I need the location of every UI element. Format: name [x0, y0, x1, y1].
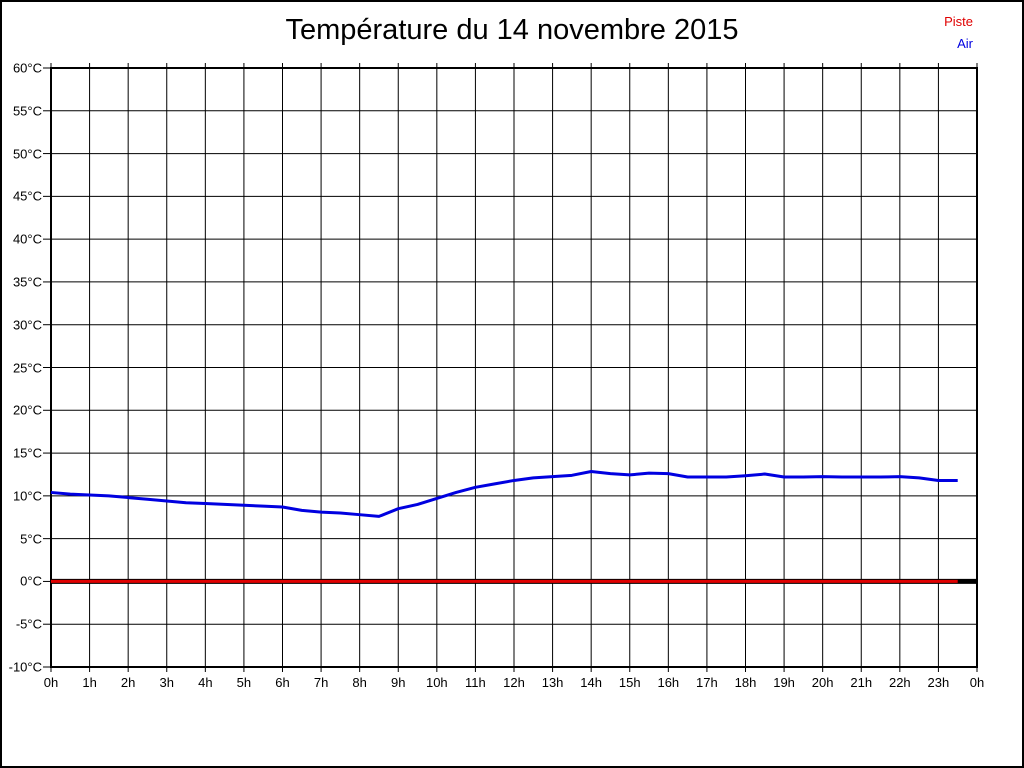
x-axis-label: 3h — [159, 675, 174, 690]
x-axis-label: 4h — [198, 675, 213, 690]
y-axis-label: 50°C — [12, 146, 42, 162]
x-axis-label: 18h — [734, 675, 757, 690]
air-line — [50, 469, 958, 518]
x-axis-label: 14h — [580, 675, 603, 690]
y-axis-label: 55°C — [12, 103, 42, 119]
y-axis-label: 60°C — [12, 60, 42, 76]
y-axis-label: 35°C — [12, 274, 42, 290]
y-axis-label: 30°C — [12, 317, 42, 333]
x-axis-label: 13h — [541, 675, 564, 690]
x-axis-label: 9h — [391, 675, 406, 690]
y-axis-label: 5°C — [20, 531, 42, 547]
x-axis-label: 0h — [43, 675, 59, 690]
x-axis-label: 23h — [927, 675, 950, 690]
chart-title: Température du 14 novembre 2015 — [285, 14, 739, 46]
y-axis-label: -10°C — [8, 659, 42, 675]
x-axis-label: 2h — [120, 675, 136, 690]
x-axis-label: 11h — [465, 675, 486, 690]
legend-item-air: Air — [957, 36, 973, 51]
x-axis-label: 12h — [503, 675, 525, 690]
x-axis-label: 17h — [696, 675, 718, 690]
y-axis-label: 10°C — [12, 488, 42, 504]
x-axis-label: 20h — [811, 675, 834, 690]
x-axis-label: 5h — [236, 675, 252, 690]
x-axis-label: 6h — [275, 675, 290, 690]
x-axis-label: 16h — [657, 675, 680, 690]
y-axis-label: 0°C — [20, 573, 42, 589]
legend-item-piste: Piste — [944, 14, 973, 29]
x-axis-label: 21h — [850, 675, 873, 690]
y-axis-label: 20°C — [12, 402, 42, 418]
x-axis-label: 10h — [425, 675, 448, 690]
y-axis-label: -5°C — [15, 616, 42, 632]
legend: Piste Air — [944, 14, 973, 58]
x-axis-label: 15h — [618, 675, 641, 690]
x-axis-label: 19h — [773, 675, 795, 690]
x-axis-label: 7h — [313, 675, 329, 690]
y-axis-label: 15°C — [12, 445, 42, 461]
x-axis-label: 0h — [969, 675, 985, 690]
x-axis-label: 1h — [82, 675, 97, 690]
y-axis-label: 40°C — [12, 231, 42, 247]
y-axis-label: 45°C — [12, 188, 42, 204]
x-axis-label: 22h — [888, 675, 911, 690]
x-axis-label: 8h — [352, 675, 367, 690]
y-axis-label: 25°C — [12, 360, 42, 375]
plot-frame — [50, 67, 978, 668]
